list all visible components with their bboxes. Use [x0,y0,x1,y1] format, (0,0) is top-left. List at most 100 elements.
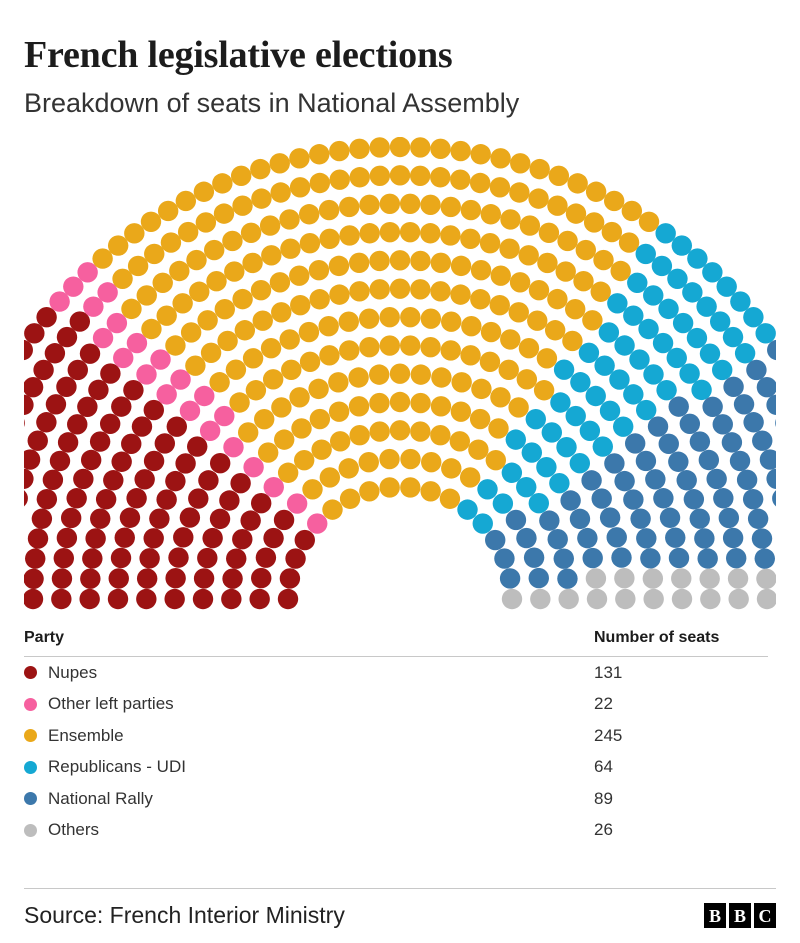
seat-dot [165,335,186,356]
seat-dot [548,165,570,186]
seat-dot [582,547,603,569]
seat-dot [251,567,272,589]
seat-dot [430,252,452,273]
seat-dot [69,311,91,332]
seat-dot [479,232,501,254]
seat-dot [450,255,472,277]
seat-dot [472,513,493,534]
seat-dot [668,547,690,569]
seat-dot [630,508,651,529]
seat-dot [667,268,688,289]
footer-divider [24,888,776,889]
seat-dot [498,359,519,380]
seat-dot [279,568,301,589]
seat-dot [126,332,148,354]
seat-dot [638,318,659,340]
seat-dot [615,588,636,610]
seat-dot [92,327,114,349]
seat-dot [44,342,66,364]
seat-dot [389,391,411,413]
seat-dot [369,165,391,186]
seat-dot [400,477,421,498]
seat-dot [294,529,315,551]
seat-dot [766,394,776,415]
bbc-logo-letter: B [729,903,751,928]
legend-party-label: Republicans - UDI [48,757,186,777]
seat-dot [24,468,34,489]
bbc-logo-letter: B [704,903,726,928]
seat-dot [204,239,225,261]
seat-dot [569,452,591,474]
legend-rows: Nupes 131 Other left parties 22 Ensemble 245 R… [24,657,768,846]
legend-header-party: Party [24,628,65,646]
seat-dot [80,568,101,589]
seat-dot [399,221,421,243]
seat-dot [500,209,521,230]
seat-dot [582,310,603,331]
seat-dot [420,308,442,329]
seat-dot [713,487,734,509]
seat-dot [170,369,191,390]
seat-dot [379,448,400,470]
seat-dot [547,528,568,550]
seat-dot [420,336,441,358]
seat-dot [232,195,253,216]
seat-dot [460,345,481,366]
seat-dot [733,394,755,415]
seat-dot [143,528,164,549]
seat-dot [547,288,568,310]
seat-dot [490,265,511,286]
seat-dot [389,250,411,271]
seat-dot [230,165,252,186]
legend-party-cell: Ensemble [24,726,594,746]
seat-dot [623,384,644,405]
seat-dot [110,547,132,569]
seat-dot [591,488,612,509]
seat-dot [369,392,390,414]
seat-dot [742,488,764,510]
seat-dot [262,369,284,390]
seat-dot [536,456,557,478]
seat-dot [56,326,78,348]
seat-dot [329,169,350,190]
seat-dot [193,568,215,589]
legend-party-cell: Nupes [24,663,594,683]
seat-dot [307,513,328,534]
seat-dot [709,311,731,332]
seat-dot [420,481,441,502]
seat-dot [575,239,596,261]
seat-dot [185,355,206,376]
seat-dot [245,379,267,401]
seat-dot [671,568,692,589]
seat-dot [754,548,775,569]
seat-dot [77,396,98,417]
seat-dot [400,306,421,328]
seat-dot [257,442,279,463]
seat-dot [289,148,310,169]
seat-dot [592,436,613,457]
legend-party-label: Ensemble [48,725,124,745]
seat-dot [225,359,247,380]
seat-dot [607,293,628,314]
seat-dot [567,173,588,194]
seat-dot [747,508,769,529]
seat-dot [240,510,261,531]
seat-dot [489,177,511,198]
seat-dot [638,211,660,232]
seat-dot [143,450,165,472]
seat-dot [168,547,189,568]
seat-dot [728,588,749,610]
seat-dot [189,281,210,302]
seat-dot [197,310,218,331]
seat-dot [500,329,521,350]
seat-dot [585,385,606,407]
seat-dot [488,418,509,439]
seat-dot [302,479,323,500]
seat-dot [217,330,238,352]
seat-dot [221,588,242,610]
seat-dot [141,318,162,340]
seat-dot [609,369,630,390]
seat-dot [369,137,390,158]
seat-dot [562,330,583,352]
seat-dot [285,548,306,569]
